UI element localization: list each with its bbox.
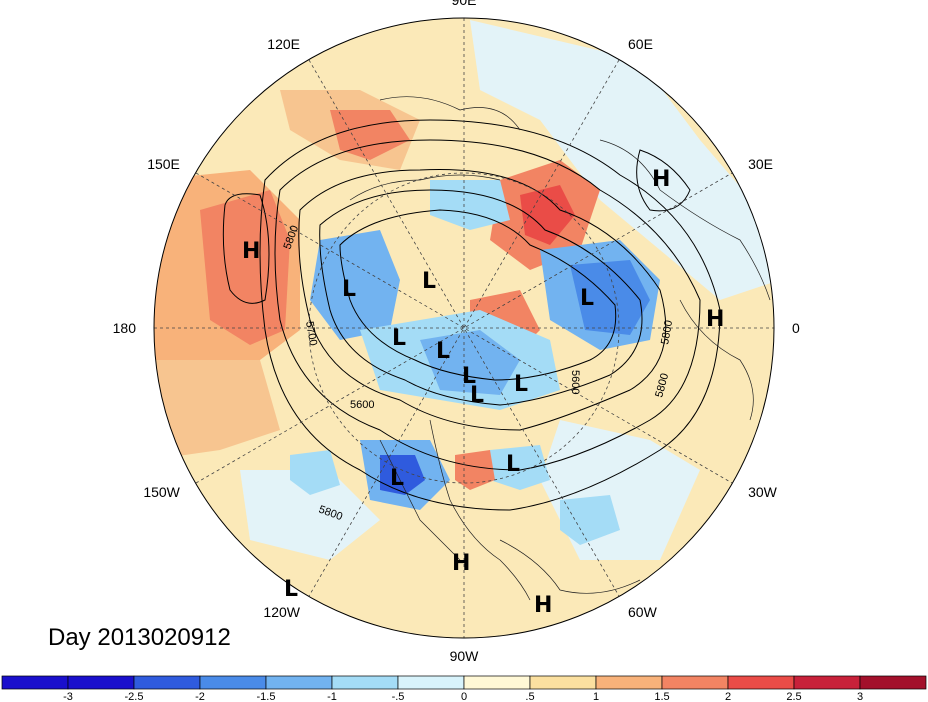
colorbar-swatch bbox=[199, 675, 267, 690]
longitude-label-90w: 90W bbox=[450, 648, 480, 664]
low-marker-kamchatka: L bbox=[342, 277, 356, 302]
height-contours bbox=[222, 119, 721, 511]
colorbar-tick-label: 2 bbox=[725, 691, 731, 702]
low-marker-baffin: L bbox=[470, 383, 484, 408]
colorbar-tick-label: -3 bbox=[63, 691, 73, 702]
colorbar-swatch bbox=[859, 675, 927, 690]
contour-label: 5800 bbox=[659, 319, 675, 345]
colorbar-tick-label: -.5 bbox=[392, 691, 405, 702]
longitude-label-120w: 120W bbox=[263, 604, 300, 620]
colorbar-swatch bbox=[265, 675, 333, 690]
coastlines bbox=[349, 96, 771, 601]
colorbar-tick-label: .5 bbox=[525, 691, 534, 702]
low-marker-europe: L bbox=[580, 286, 594, 311]
longitude-label-30w: 30W bbox=[748, 484, 778, 500]
high-marker-pacific: H bbox=[242, 239, 260, 264]
colorbar-tick-label: 0 bbox=[461, 691, 467, 702]
longitude-label-60w: 60W bbox=[628, 604, 658, 620]
day-title: Day 2013020912 bbox=[48, 624, 231, 651]
longitude-label-0: 0 bbox=[792, 320, 800, 336]
colorbar-tick-label: -2.5 bbox=[125, 691, 144, 702]
high-marker-caribbean: H bbox=[534, 593, 552, 618]
colorbar-tick-label: -2 bbox=[195, 691, 205, 702]
low-marker-pole-1: L bbox=[436, 339, 450, 364]
longitude-label-150w: 150W bbox=[143, 484, 180, 500]
longitude-label-120e: 120E bbox=[267, 36, 300, 52]
high-marker-africa: H bbox=[706, 307, 724, 332]
graticule bbox=[154, 18, 774, 638]
colorbar: -3 -2.5 -2 -1.5 -1 -.5 0 .5 1 1.5 2 2.5 3 bbox=[1, 675, 927, 702]
colorbar-tick-label: 3 bbox=[857, 691, 863, 702]
pressure-system-markers: H H H H H L L L L L L L L L L L bbox=[242, 167, 724, 618]
low-marker-alaska: L bbox=[392, 326, 406, 351]
low-marker-siberia: L bbox=[422, 269, 436, 294]
colorbar-swatch bbox=[595, 675, 663, 690]
longitude-label-30e: 30E bbox=[748, 156, 773, 172]
colorbar-tick-label: 2.5 bbox=[786, 691, 801, 702]
colorbar-tick-label: 1.5 bbox=[654, 691, 669, 702]
low-marker-east-us: L bbox=[506, 452, 520, 477]
contour-label: 5600 bbox=[569, 370, 581, 394]
colorbar-tick-label: -1.5 bbox=[257, 691, 276, 702]
low-marker-greenland: L bbox=[514, 372, 528, 397]
colorbar-swatch bbox=[661, 675, 729, 690]
low-marker-tropical-pacific: L bbox=[284, 577, 298, 602]
colorbar-swatch bbox=[133, 675, 201, 690]
colorbar-tick-label: 1 bbox=[593, 691, 599, 702]
longitude-label-90e: 90E bbox=[452, 0, 477, 8]
high-marker-mexico: H bbox=[452, 551, 470, 576]
low-marker-west-us: L bbox=[390, 466, 404, 491]
colorbar-swatch bbox=[67, 675, 135, 690]
colorbar-tick-label: -1 bbox=[327, 691, 337, 702]
colorbar-swatch bbox=[727, 675, 795, 690]
colorbar-swatch bbox=[397, 675, 465, 690]
colorbar-swatch bbox=[529, 675, 597, 690]
longitude-labels: 90E 60E 30E 0 30W 60W 90W 120W 150W 180 150E 120E bbox=[113, 0, 800, 664]
longitude-label-150e: 150E bbox=[147, 156, 180, 172]
longitude-label-180: 180 bbox=[113, 320, 137, 336]
low-marker-pole-2: L bbox=[462, 364, 476, 389]
longitude-label-60e: 60E bbox=[628, 36, 653, 52]
map-boundary bbox=[153, 17, 775, 639]
colorbar-swatch bbox=[331, 675, 399, 690]
high-marker-russia: H bbox=[652, 167, 670, 192]
colorbar-swatch bbox=[1, 675, 69, 690]
contour-label: 5600 bbox=[350, 399, 374, 411]
colorbar-swatch bbox=[793, 675, 861, 690]
contour-label: 5700 bbox=[303, 320, 319, 346]
colorbar-swatch bbox=[463, 675, 531, 690]
